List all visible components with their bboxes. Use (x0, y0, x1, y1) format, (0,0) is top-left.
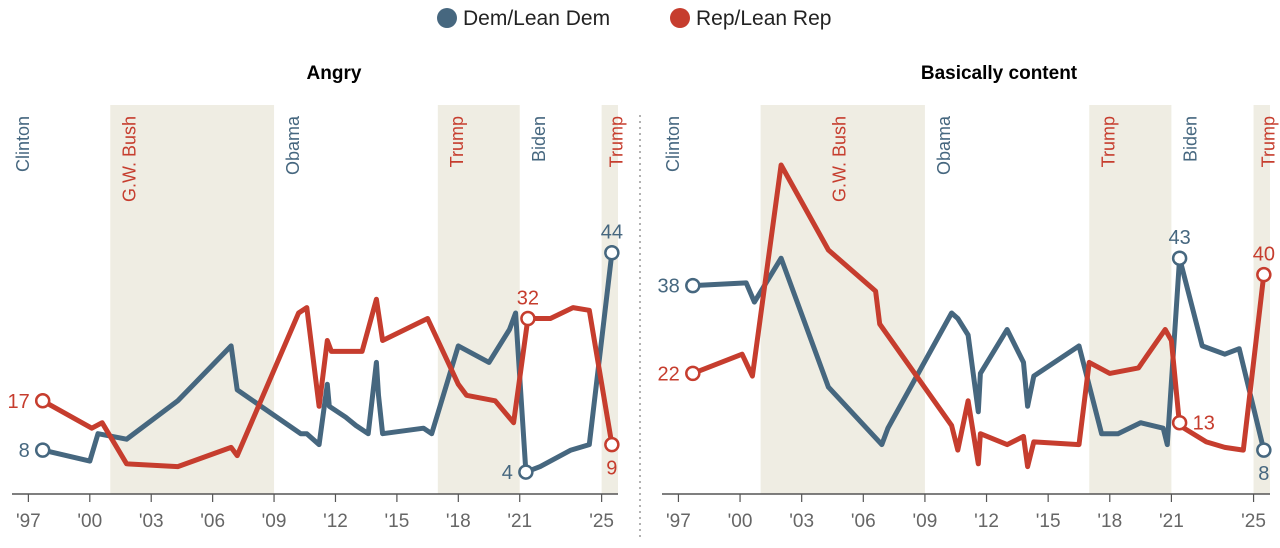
era-label-trump-3: Trump (1098, 116, 1118, 167)
endpoint-marker-dem-0 (34, 442, 51, 458)
endpoint-marker-dem-1 (518, 464, 534, 480)
endpoint-marker-rep-2 (1256, 266, 1272, 283)
endpoint-label-rep-1: 13 (1193, 413, 1215, 435)
era-label-g-w-bush-1: G.W. Bush (119, 116, 139, 202)
x-tick-label-1: '00 (77, 511, 102, 532)
endpoint-label-rep-0: 17 (7, 391, 29, 413)
x-tick-label-4: '09 (262, 511, 287, 532)
x-tick-label-7: '18 (446, 511, 471, 532)
endpoint-label-dem-0: 8 (19, 440, 30, 462)
legend-swatch-rep (670, 8, 690, 28)
x-tick-label-6: '15 (1036, 511, 1061, 532)
era-label-trump-3: Trump (447, 116, 467, 167)
era-label-biden-4: Biden (529, 116, 549, 162)
era-shade-1 (437, 105, 520, 494)
x-tick-label-2: '03 (139, 511, 164, 532)
era-label-trump-5: Trump (607, 116, 627, 167)
x-tick-label-9: '25 (1241, 511, 1266, 532)
x-tick-label-8: '21 (1159, 511, 1184, 532)
endpoint-marker-rep-0 (34, 393, 51, 409)
x-tick-label-3: '06 (200, 511, 225, 532)
era-label-trump-5: Trump (1259, 116, 1279, 167)
era-label-g-w-bush-1: G.W. Bush (829, 116, 849, 202)
endpoint-label-dem-2: 8 (1258, 463, 1269, 485)
endpoint-label-dem-0: 38 (658, 276, 680, 298)
legend-label-rep: Rep/Lean Rep (696, 7, 831, 30)
x-tick-label-0: '97 (666, 511, 691, 532)
series-line-rep (690, 162, 1267, 470)
era-label-clinton-0: Clinton (663, 116, 683, 172)
endpoint-marker-dem-1 (1171, 250, 1188, 266)
panel-title-angry: Angry (307, 63, 362, 84)
era-label-clinton-0: Clinton (13, 116, 33, 172)
era-shade-0 (760, 105, 925, 494)
x-tick-label-1: '00 (728, 511, 753, 532)
endpoint-marker-rep-2 (604, 436, 620, 453)
legend-item-rep: Rep/Lean Rep (670, 7, 831, 30)
endpoint-label-rep-1: 32 (517, 288, 539, 310)
x-tick-label-5: '12 (323, 511, 348, 532)
endpoint-label-dem-2: 44 (601, 222, 623, 244)
era-label-obama-2: Obama (934, 115, 954, 175)
x-tick-label-8: '21 (507, 511, 532, 532)
x-tick-label-3: '06 (851, 511, 876, 532)
endpoint-label-rep-2: 40 (1253, 244, 1275, 266)
panel-title-basically-content: Basically content (921, 63, 1078, 84)
x-tick-label-0: '97 (16, 511, 41, 532)
era-label-obama-2: Obama (283, 115, 303, 175)
panel-basically-content: Basically content Clinton G.W. Bush Obama T… (658, 63, 1279, 532)
legend-label-dem: Dem/Lean Dem (463, 7, 610, 30)
endpoint-label-rep-2: 9 (606, 458, 617, 480)
era-label-biden-4: Biden (1181, 116, 1201, 162)
x-tick-label-5: '12 (974, 511, 999, 532)
panel-angry: Angry Clinton G.W. Bush Obama Trump Biden Tru… (7, 63, 626, 532)
endpoint-marker-dem-2 (604, 244, 620, 261)
x-tick-label-9: '25 (589, 511, 614, 532)
endpoint-label-rep-0: 22 (658, 363, 680, 385)
endpoint-marker-dem-0 (685, 277, 701, 294)
x-tick-label-7: '18 (1097, 511, 1122, 532)
x-tick-label-2: '03 (789, 511, 814, 532)
endpoint-marker-dem-2 (1256, 442, 1272, 458)
x-tick-label-4: '09 (913, 511, 938, 532)
series-line-dem (690, 255, 1267, 453)
endpoint-marker-rep-1 (1171, 414, 1188, 431)
endpoint-label-dem-1: 4 (502, 462, 513, 484)
endpoint-marker-rep-1 (520, 310, 536, 327)
legend: Dem/Lean Dem Rep/Lean Rep (437, 7, 831, 30)
legend-swatch-dem (437, 8, 457, 28)
endpoint-label-dem-1: 43 (1168, 227, 1190, 249)
x-tick-label-6: '15 (385, 511, 410, 532)
legend-item-dem: Dem/Lean Dem (437, 7, 610, 30)
endpoint-marker-rep-0 (685, 365, 701, 382)
